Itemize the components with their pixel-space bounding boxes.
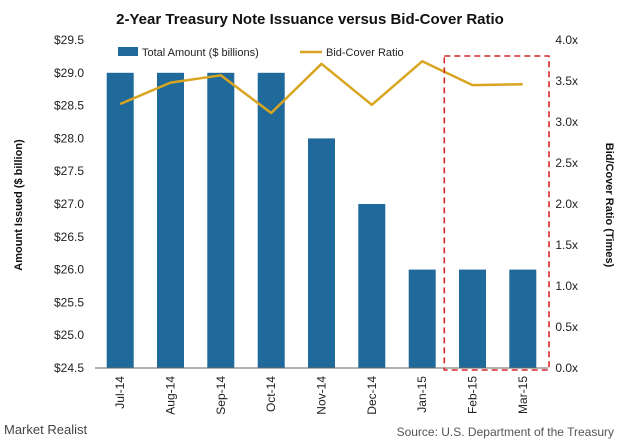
right-tick-label: 1.5x — [555, 238, 578, 252]
right-tick-label: 3.0x — [555, 115, 578, 129]
bar-aug-14 — [157, 72, 184, 369]
x-tick-label: Mar-15 — [516, 376, 530, 414]
brand-logo-text: Market Realist — [4, 422, 87, 437]
x-tick-label: Aug-14 — [164, 376, 178, 415]
left-tick-label: $26.5 — [54, 230, 84, 244]
x-axis-ticks: Jul-14 Aug-14 Sep-14 Oct-14 Nov-14 Dec-14 Jan-… — [113, 376, 530, 415]
left-tick-label: $28.5 — [54, 99, 84, 113]
right-axis-ticks: 0.0x 0.5x 1.0x 1.5x 2.0x 2.5x 3.0x 3.5x 4.0x — [555, 33, 578, 375]
x-tick-label: Sep-14 — [214, 376, 228, 415]
right-axis-title: Bid/Cover Ratio (Times) — [603, 143, 615, 268]
x-tick-label: Feb-15 — [466, 376, 480, 414]
chart-title: 2-Year Treasury Note Issuance versus Bid… — [116, 11, 504, 28]
right-tick-label: 1.0x — [555, 279, 578, 293]
left-tick-label: $24.5 — [54, 361, 84, 375]
bar-nov-14 — [308, 138, 335, 368]
left-tick-label: $28.0 — [54, 131, 84, 145]
x-tick-label: Jul-14 — [113, 376, 127, 409]
left-tick-label: $25.5 — [54, 295, 84, 309]
bar-feb-15 — [459, 269, 486, 368]
right-tick-label: 0.5x — [555, 320, 578, 334]
source-note: Source: U.S. Department of the Treasury — [397, 425, 614, 439]
highlight-box — [443, 55, 550, 371]
right-tick-label: 2.5x — [555, 156, 578, 170]
x-tick-label: Nov-14 — [315, 376, 329, 415]
right-tick-label: 3.5x — [555, 74, 578, 88]
x-tick-label: Dec-14 — [365, 376, 379, 415]
legend-swatch-bar — [118, 47, 138, 56]
left-tick-label: $29.0 — [54, 66, 84, 80]
left-tick-label: $27.5 — [54, 164, 84, 178]
left-tick-label: $25.0 — [54, 328, 84, 342]
left-axis-title: Amount Issued ($ billion) — [13, 139, 25, 271]
right-tick-label: 4.0x — [555, 33, 578, 47]
legend-label-bar: Total Amount ($ billions) — [142, 47, 259, 59]
bar-oct-14 — [257, 72, 285, 369]
left-tick-label: $27.0 — [54, 197, 84, 211]
bar-dec-14 — [358, 204, 386, 368]
bar-mar-15 — [509, 269, 537, 368]
x-tick-label: Oct-14 — [264, 376, 278, 412]
left-tick-label: $26.0 — [54, 263, 84, 277]
right-tick-label: 0.0x — [555, 361, 578, 375]
bar-jul-14 — [106, 72, 134, 369]
bar-jan-15 — [408, 269, 436, 368]
left-axis-ticks: $24.5 $25.0 $25.5 $26.0 $26.5 $27.0 $27.5 $28.0… — [54, 33, 84, 375]
legend-label-line: Bid-Cover Ratio — [326, 47, 404, 59]
bar-sep-14 — [207, 72, 235, 369]
x-tick-label: Jan-15 — [415, 376, 429, 413]
bars-layer — [106, 72, 537, 369]
line-layer — [119, 60, 523, 115]
legend: Total Amount ($ billions) Bid-Cover Rati… — [118, 47, 404, 59]
right-tick-label: 2.0x — [555, 197, 578, 211]
left-tick-label: $29.5 — [54, 33, 84, 47]
